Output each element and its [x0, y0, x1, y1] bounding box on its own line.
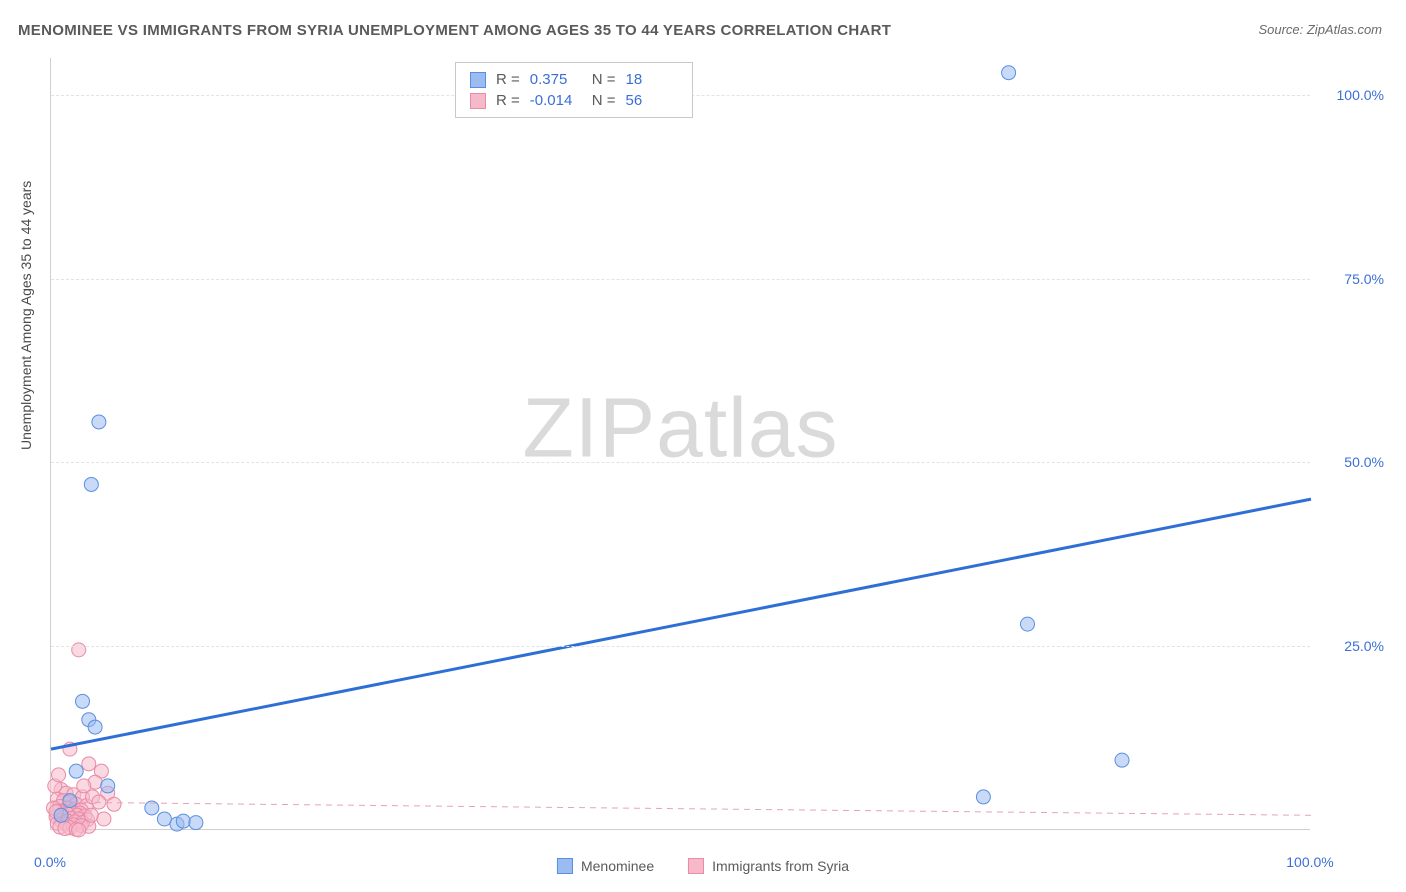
scatter-point	[92, 415, 106, 429]
scatter-point	[84, 808, 98, 822]
source-attribution: Source: ZipAtlas.com	[1258, 22, 1382, 37]
plot-area: ZIPatlas	[50, 58, 1310, 830]
scatter-point	[72, 823, 86, 837]
legend-swatch-series-1	[557, 858, 573, 874]
scatter-point	[76, 694, 90, 708]
y-tick-label: 75.0%	[1344, 271, 1384, 287]
n-label: N =	[592, 92, 616, 109]
r-label: R =	[496, 92, 520, 109]
r-value-series-2: -0.014	[530, 92, 582, 109]
scatter-point	[101, 779, 115, 793]
scatter-point	[54, 808, 68, 822]
grid-line	[51, 646, 1310, 647]
legend-label-series-2: Immigrants from Syria	[712, 858, 849, 874]
scatter-svg	[51, 58, 1311, 830]
scatter-point	[176, 814, 190, 828]
grid-line	[51, 462, 1310, 463]
y-tick-label: 25.0%	[1344, 638, 1384, 654]
scatter-point	[52, 768, 66, 782]
chart-container: MENOMINEE VS IMMIGRANTS FROM SYRIA UNEMP…	[0, 0, 1406, 892]
grid-line	[51, 279, 1310, 280]
scatter-point	[72, 643, 86, 657]
scatter-point	[1002, 66, 1016, 80]
legend-item-series-1: Menominee	[557, 858, 654, 874]
scatter-point	[189, 816, 203, 830]
legend-swatch-series-2	[688, 858, 704, 874]
stats-row-series-1: R = 0.375 N = 18	[470, 69, 678, 90]
scatter-point	[82, 757, 96, 771]
stats-row-series-2: R = -0.014 N = 56	[470, 90, 678, 111]
n-value-series-1: 18	[626, 71, 678, 88]
scatter-point	[976, 790, 990, 804]
scatter-point	[1115, 753, 1129, 767]
scatter-point	[88, 720, 102, 734]
scatter-point	[92, 795, 106, 809]
legend-label-series-1: Menominee	[581, 858, 654, 874]
regression-line	[51, 802, 1311, 815]
y-tick-label: 100.0%	[1337, 87, 1384, 103]
scatter-point	[157, 812, 171, 826]
scatter-point	[97, 812, 111, 826]
scatter-point	[63, 794, 77, 808]
r-label: R =	[496, 71, 520, 88]
series-legend: Menominee Immigrants from Syria	[557, 858, 849, 874]
n-value-series-2: 56	[626, 92, 678, 109]
chart-title: MENOMINEE VS IMMIGRANTS FROM SYRIA UNEMP…	[18, 22, 891, 39]
r-value-series-1: 0.375	[530, 71, 582, 88]
scatter-point	[69, 764, 83, 778]
x-tick-label: 0.0%	[34, 854, 66, 870]
n-label: N =	[592, 71, 616, 88]
regression-line	[51, 499, 1311, 749]
swatch-series-1	[470, 72, 486, 88]
scatter-point	[1021, 617, 1035, 631]
y-axis-label: Unemployment Among Ages 35 to 44 years	[18, 181, 34, 450]
y-tick-label: 50.0%	[1344, 454, 1384, 470]
scatter-point	[107, 797, 121, 811]
scatter-point	[84, 477, 98, 491]
swatch-series-2	[470, 93, 486, 109]
legend-item-series-2: Immigrants from Syria	[688, 858, 849, 874]
stats-legend: R = 0.375 N = 18 R = -0.014 N = 56	[455, 62, 693, 118]
x-tick-label: 100.0%	[1286, 854, 1333, 870]
